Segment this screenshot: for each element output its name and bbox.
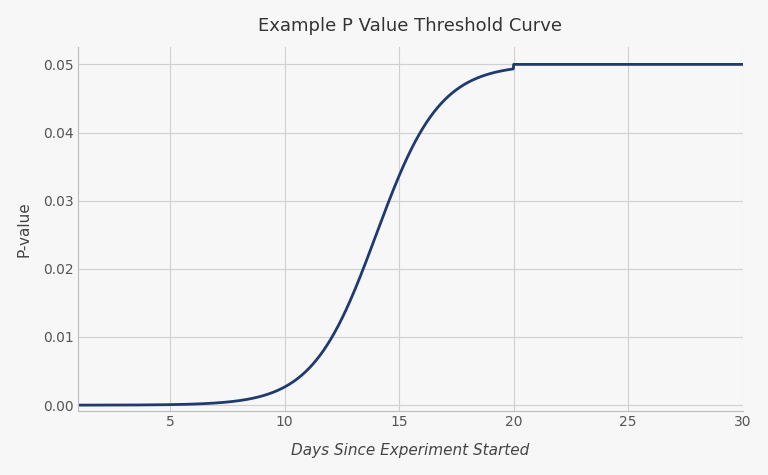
Y-axis label: P-value: P-value <box>17 201 31 257</box>
Title: Example P Value Threshold Curve: Example P Value Threshold Curve <box>259 17 562 35</box>
X-axis label: Days Since Experiment Started: Days Since Experiment Started <box>291 443 530 458</box>
